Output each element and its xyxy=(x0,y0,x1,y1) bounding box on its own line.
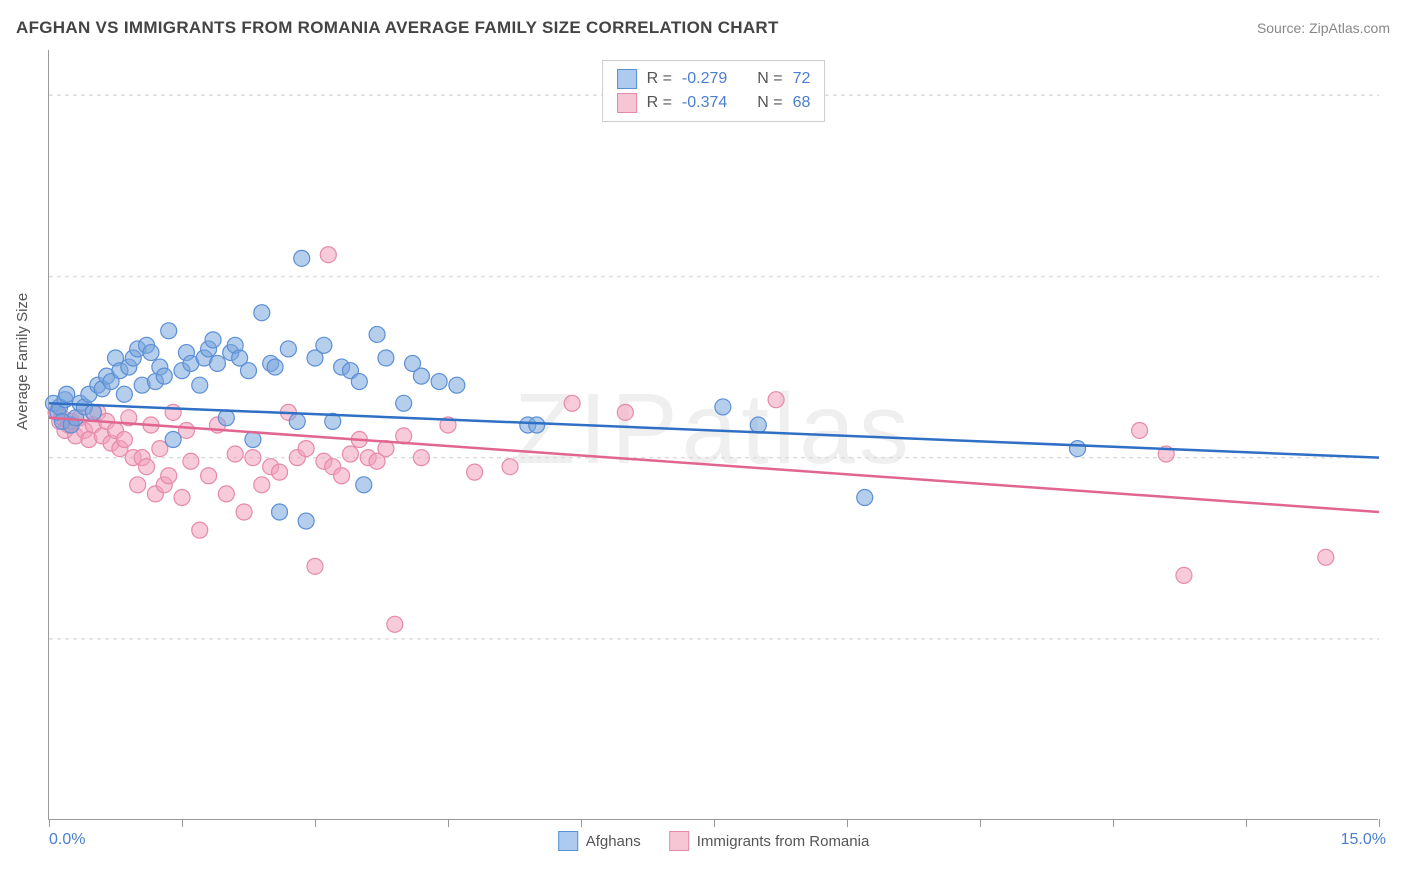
plot-area: ZIPatlas R = -0.279 N = 72 R = -0.374 N … xyxy=(48,50,1378,820)
r-label-b: R = xyxy=(647,94,672,112)
n-value-b: 68 xyxy=(793,94,811,112)
trend-line xyxy=(49,418,1379,512)
n-label-b: N = xyxy=(757,94,782,112)
source-label: Source: xyxy=(1257,20,1305,36)
r-label-a: R = xyxy=(647,70,672,88)
x-axis-label-right: 15.0% xyxy=(1341,831,1386,849)
chart-title: AFGHAN VS IMMIGRANTS FROM ROMANIA AVERAG… xyxy=(16,18,779,38)
y-tick-label: 2.00 xyxy=(1388,630,1406,648)
x-tick xyxy=(980,819,981,827)
n-value-a: 72 xyxy=(793,70,811,88)
x-tick xyxy=(315,819,316,827)
legend-swatch-b xyxy=(669,831,689,851)
series-legend: Afghans Immigrants from Romania xyxy=(558,831,870,851)
r-value-b: -0.374 xyxy=(682,94,727,112)
r-value-a: -0.279 xyxy=(682,70,727,88)
legend-label-b: Immigrants from Romania xyxy=(697,833,870,850)
chart-header: AFGHAN VS IMMIGRANTS FROM ROMANIA AVERAG… xyxy=(16,18,1390,38)
x-tick xyxy=(1379,819,1380,827)
legend-swatch-a xyxy=(558,831,578,851)
x-tick xyxy=(714,819,715,827)
x-axis-label-left: 0.0% xyxy=(49,831,85,849)
swatch-series-a xyxy=(617,69,637,89)
y-axis-title: Average Family Size xyxy=(14,293,31,430)
source-link[interactable]: ZipAtlas.com xyxy=(1309,20,1390,36)
x-tick xyxy=(1246,819,1247,827)
legend-label-a: Afghans xyxy=(586,833,641,850)
swatch-series-b xyxy=(617,93,637,113)
stats-row-series-b: R = -0.374 N = 68 xyxy=(617,91,811,115)
x-tick xyxy=(581,819,582,827)
x-tick xyxy=(1113,819,1114,827)
y-tick-label: 5.00 xyxy=(1388,86,1406,104)
y-tick-label: 4.00 xyxy=(1388,267,1406,285)
n-label-a: N = xyxy=(757,70,782,88)
y-tick-label: 3.00 xyxy=(1388,449,1406,467)
x-tick xyxy=(847,819,848,827)
x-tick xyxy=(448,819,449,827)
legend-item-a: Afghans xyxy=(558,831,641,851)
stats-row-series-a: R = -0.279 N = 72 xyxy=(617,67,811,91)
source-attribution: Source: ZipAtlas.com xyxy=(1257,20,1390,36)
trend-line xyxy=(49,403,1379,457)
trend-lines-layer xyxy=(49,50,1378,819)
x-tick xyxy=(49,819,50,827)
correlation-stats-legend: R = -0.279 N = 72 R = -0.374 N = 68 xyxy=(602,60,826,122)
legend-item-b: Immigrants from Romania xyxy=(669,831,870,851)
x-tick xyxy=(182,819,183,827)
